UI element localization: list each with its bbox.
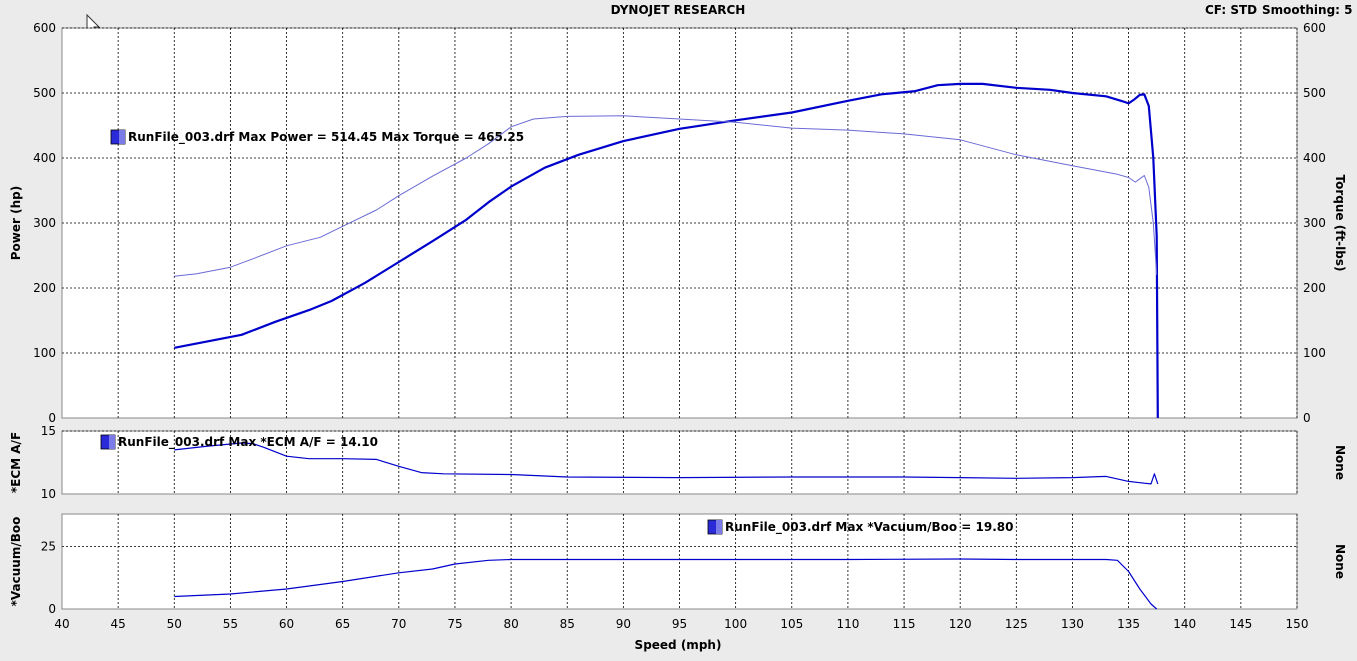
y2-axis-label: None [1333, 544, 1347, 579]
x-tick-label: 100 [724, 617, 747, 631]
horizontal-gridlines [62, 27, 1297, 354]
x-tick-label: 120 [949, 617, 972, 631]
x-tick-label: 110 [836, 617, 859, 631]
y-tick-label: 500 [33, 86, 56, 100]
y-tick-label: 15 [41, 424, 56, 438]
x-tick-label: 45 [110, 617, 125, 631]
y-axis-label: Power (hp) [9, 186, 23, 260]
chart-title: DYNOJET RESEARCH [611, 3, 746, 17]
legend: RunFile_003.drf Max *Vacuum/Boo = 19.80 [707, 519, 1013, 535]
series-line-ecm-a-f [174, 442, 1159, 485]
y2-tick-label: 200 [1303, 281, 1326, 295]
power-torque-panel: 0 0 100 100 200 200 300 300 400 400 500 500 600 600 Po… [9, 21, 1347, 425]
y-tick-label: 600 [33, 21, 56, 35]
x-tick-label: 95 [672, 617, 687, 631]
x-tick-label: 70 [391, 617, 406, 631]
x-tick-label: 135 [1117, 617, 1140, 631]
legend: RunFile_003.drf Max Power = 514.45 Max T… [110, 129, 524, 145]
x-tick-label: 60 [279, 617, 294, 631]
swatch-highlight [109, 435, 115, 449]
x-tick-label: 115 [893, 617, 916, 631]
y-axis-label: *Vacuum/Boo [9, 517, 23, 607]
x-axis-label: Speed (mph) [635, 638, 722, 652]
x-tick-label: 125 [1005, 617, 1028, 631]
y2-tick-label: 300 [1303, 216, 1326, 230]
x-tick-label: 50 [167, 617, 182, 631]
swatch-highlight [119, 130, 125, 144]
x-tick-label: 145 [1229, 617, 1252, 631]
x-tick-label: 90 [616, 617, 631, 631]
legend-text: RunFile_003.drf Max *ECM A/F = 14.10 [118, 435, 378, 450]
x-tick-label: 75 [447, 617, 462, 631]
correction-factor-label: CF: STD [1205, 3, 1257, 17]
vertical-gridlines [117, 431, 1298, 494]
y-tick-label: 10 [41, 487, 56, 501]
y2-tick-label: 100 [1303, 346, 1326, 360]
y-tick-label: 400 [33, 151, 56, 165]
y-tick-label: 0 [48, 602, 56, 616]
series-line-power [174, 82, 1159, 419]
x-tick-label: 85 [560, 617, 575, 631]
x-tick-label: 55 [223, 617, 238, 631]
smoothing-label: Smoothing: 5 [1262, 3, 1353, 17]
y-axis-label: *ECM A/F [9, 432, 23, 493]
x-axis-tick-labels: 40 45 50 55 60 65 70 75 80 85 90 95 100 105 110 115 120 1… [54, 617, 1308, 631]
y-tick-label: 200 [33, 281, 56, 295]
y-tick-label: 100 [33, 346, 56, 360]
plot-area [61, 513, 1298, 610]
y2-tick-label: 0 [1303, 411, 1311, 425]
y-tick-label: 0 [48, 411, 56, 425]
series-line-torque [174, 115, 1158, 277]
y2-axis-label: None [1333, 445, 1347, 480]
x-tick-label: 140 [1173, 617, 1196, 631]
x-tick-label: 130 [1061, 617, 1084, 631]
y2-axis-label: Torque (ft-lbs) [1333, 175, 1347, 272]
x-tick-label: 65 [335, 617, 350, 631]
legend: RunFile_003.drf Max *ECM A/F = 14.10 [100, 434, 378, 450]
vacuum-panel: 0 25 *Vacuum/Boo None RunFile_003.drf Max *V… [9, 513, 1347, 616]
y2-tick-label: 600 [1303, 21, 1326, 35]
y-tick-label: 300 [33, 216, 56, 230]
swatch-highlight [716, 520, 722, 534]
y2-tick-label: 500 [1303, 86, 1326, 100]
afr-panel: 10 15 *ECM A/F None RunFile_003.drf Max *ECM… [9, 424, 1347, 501]
x-tick-label: 150 [1286, 617, 1309, 631]
legend-text: RunFile_003.drf Max Power = 514.45 Max T… [128, 130, 524, 145]
y-tick-label: 25 [41, 540, 56, 554]
x-tick-label: 80 [503, 617, 518, 631]
series-line-vacuum-boo [174, 558, 1158, 610]
y2-tick-label: 400 [1303, 151, 1326, 165]
x-tick-label: 40 [54, 617, 69, 631]
x-tick-label: 105 [780, 617, 803, 631]
legend-text: RunFile_003.drf Max *Vacuum/Boo = 19.80 [725, 520, 1013, 535]
